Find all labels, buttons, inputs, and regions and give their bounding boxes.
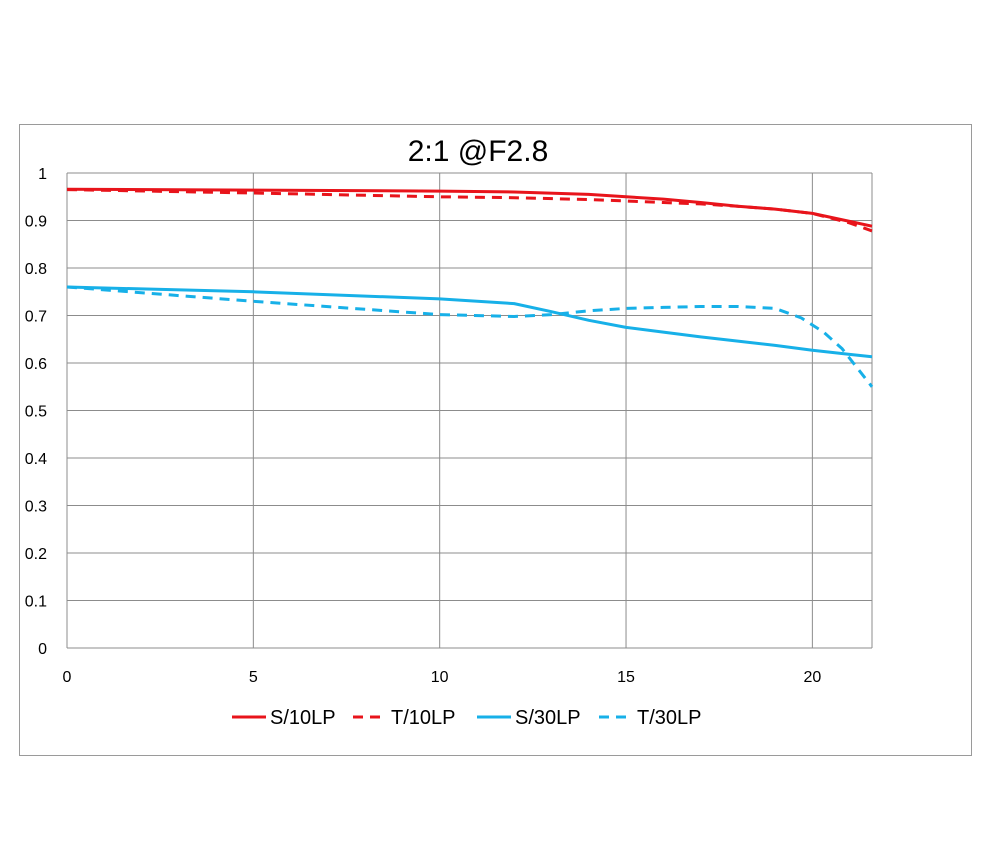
legend-label: S/10LP bbox=[270, 707, 336, 729]
chart-title: 2:1 @F2.8 bbox=[408, 135, 549, 168]
series-line-t-10lp bbox=[66, 188, 873, 233]
x-tick-label: 0 bbox=[63, 669, 72, 686]
y-axis-ticks: 0 0.1 0.2 0.3 0.4 0.5 0.6 0.7 0.8 0.9 1 bbox=[25, 166, 47, 658]
y-tick-label: 0.4 bbox=[25, 451, 47, 468]
series-line-t-30lp bbox=[66, 285, 874, 388]
y-tick-label: 0.1 bbox=[25, 594, 47, 611]
x-tick-label: 5 bbox=[249, 669, 258, 686]
legend-label: T/30LP bbox=[637, 707, 701, 729]
grid bbox=[66, 172, 872, 649]
x-tick-label: 20 bbox=[803, 669, 821, 686]
y-tick-label: 0 bbox=[38, 641, 47, 658]
y-tick-label: 0.7 bbox=[25, 309, 47, 326]
y-tick-label: 0.5 bbox=[25, 404, 47, 421]
y-tick-label: 0.6 bbox=[25, 356, 47, 373]
y-tick-label: 0.9 bbox=[25, 214, 47, 231]
legend-label: S/30LP bbox=[515, 707, 581, 729]
y-tick-label: 0.2 bbox=[25, 546, 47, 563]
x-axis-ticks: 0 5 10 15 20 bbox=[63, 669, 822, 686]
legend: S/10LP T/10LP S/30LP T/30LP bbox=[232, 707, 701, 729]
y-tick-label: 1 bbox=[38, 166, 47, 183]
series-line-s-10lp bbox=[66, 187, 873, 228]
chart-frame bbox=[19, 124, 972, 756]
y-tick-label: 0.3 bbox=[25, 499, 47, 516]
y-tick-label: 0.8 bbox=[25, 261, 47, 278]
series-line-s-30lp bbox=[66, 285, 873, 359]
series-lines bbox=[66, 187, 874, 388]
x-tick-label: 15 bbox=[617, 669, 635, 686]
x-tick-label: 10 bbox=[431, 669, 449, 686]
legend-label: T/10LP bbox=[391, 707, 455, 729]
plot-area bbox=[67, 173, 873, 649]
